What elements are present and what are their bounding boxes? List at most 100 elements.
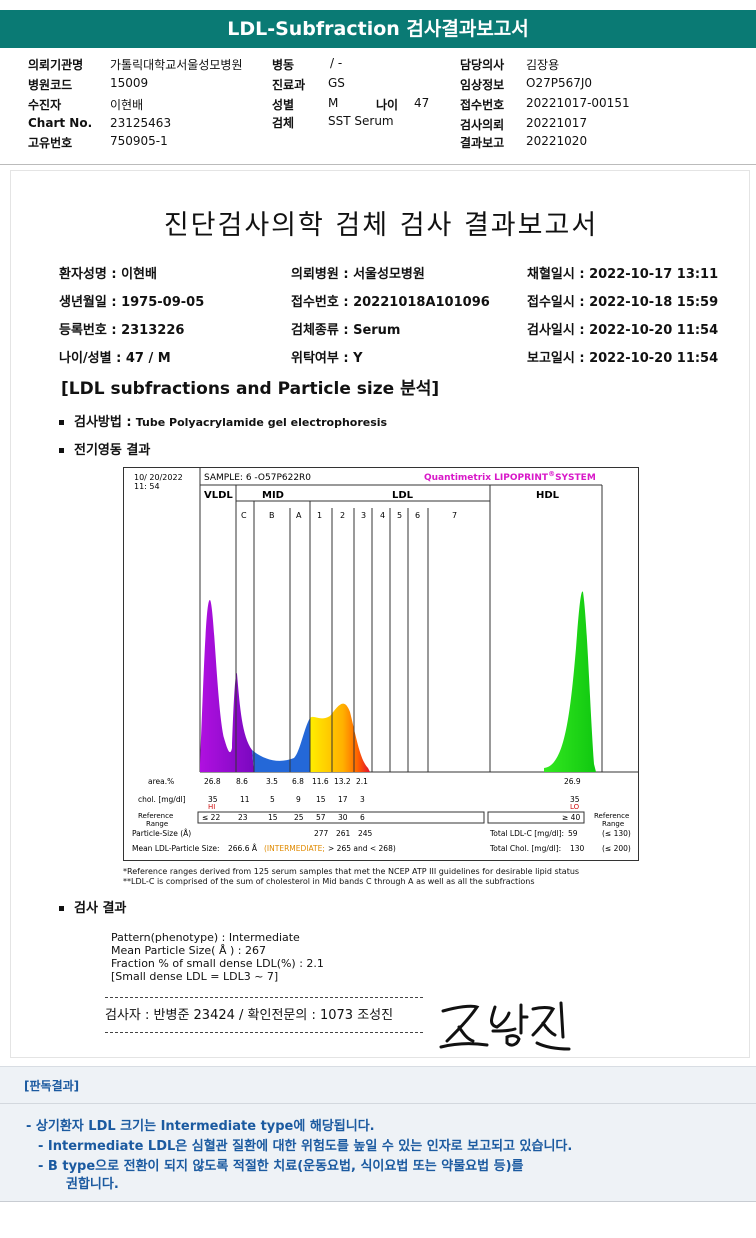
hdr-label: 의뢰기관명 <box>28 58 84 72</box>
interpretation-panel: [판독결과] - 상기환자 LDL 크기는 Intermediate type에… <box>0 1066 756 1202</box>
total-ldl-label: Total LDL-C [mg/dl]: <box>489 829 564 838</box>
hdr-value: 이현배 <box>110 98 144 112</box>
bullet-icon <box>59 420 64 425</box>
hdr-value: 20221020 <box>526 134 588 148</box>
hdr-label: 성별 <box>272 98 295 112</box>
area-value: 26.8 <box>204 777 221 786</box>
total-chol-label: Total Chol. [mg/dl]: <box>489 844 561 853</box>
report-title-bar: LDL-Subfraction 검사결과보고서 <box>0 10 756 48</box>
hdr-value: 15009 <box>110 76 149 90</box>
handwritten-signature <box>439 1001 571 1051</box>
hdr-label: 임상정보 <box>460 78 505 92</box>
ref-value-hdl: ≥ 40 <box>562 813 580 822</box>
patient-info: 위탁여부 : Y <box>291 351 363 366</box>
vldl-peak <box>200 599 254 772</box>
ref-label-left-2: Range <box>146 820 168 828</box>
hdr-label: 병동 <box>272 58 295 72</box>
band-label-1: 1 <box>317 511 322 520</box>
mid-peak <box>252 718 310 772</box>
system-prefix: Quantimetrix LIPOPRINT <box>424 473 549 483</box>
area-value: 8.6 <box>236 777 248 786</box>
hdr-value: 47 <box>414 96 430 110</box>
sig-stroke <box>535 1001 571 1051</box>
sig-stroke <box>519 1003 529 1035</box>
ref-box <box>197 811 485 824</box>
band-label-4: 4 <box>380 511 385 520</box>
row-label-particle: Particle-Size (Å) <box>132 829 191 838</box>
result-item: Mean Particle Size( Å ) : 267 <box>111 944 266 957</box>
hdr-value: 750905-1 <box>110 134 168 148</box>
patient-info: 검체종류 : Serum <box>291 323 401 338</box>
total-chol-ref: (≤ 200) <box>602 844 631 853</box>
hdr-value: SST Serum <box>328 114 394 128</box>
electro-label: 전기영동 결과 <box>74 443 151 458</box>
hdr-label: 병원코드 <box>28 78 73 92</box>
header-divider <box>0 164 756 165</box>
group-label-hdl: HDL <box>536 490 560 501</box>
ref-label-right-2: Range <box>602 820 624 828</box>
bullet-icon <box>59 906 64 911</box>
hdr-label: 검사의뢰 <box>460 118 505 132</box>
chol-value: 5 <box>270 795 275 804</box>
hdr-value: 가톨릭대학교서울성모병원 <box>110 58 243 72</box>
interpretation-heading: [판독결과] <box>24 1079 80 1093</box>
particle-value: 261 <box>336 829 351 838</box>
area-value: 26.9 <box>564 777 581 786</box>
hdl-peak <box>544 591 596 772</box>
interpretation-divider <box>0 1103 756 1104</box>
area-value: 6.8 <box>292 777 304 786</box>
chart-sample: SAMPLE: 6 -O57P622R0 <box>204 473 311 483</box>
hdr-label: 고유번호 <box>28 136 73 150</box>
ref-label-right: Reference <box>594 812 629 820</box>
mean-size-value: 266.6 Å <box>228 844 258 853</box>
sig-stroke <box>505 1034 521 1047</box>
chol-value: 17 <box>338 795 348 804</box>
ref-box-hdl <box>487 811 585 824</box>
section-title: [LDL subfractions and Particle size 분석] <box>61 379 440 399</box>
chol-flag-lo: LO <box>570 803 580 811</box>
band-dividers <box>235 485 429 772</box>
hdr-value: 23125463 <box>110 116 172 130</box>
mean-size-label: Mean LDL-Particle Size: <box>132 844 220 853</box>
band-label-b: B <box>269 511 275 520</box>
total-ldl-ref: (≤ 130) <box>602 829 631 838</box>
hdr-label: 담당의사 <box>460 58 505 72</box>
patient-info: 나이/성별 : 47 / M <box>59 351 171 366</box>
hdr-label: 결과보고 <box>460 136 505 150</box>
band-label-3: 3 <box>361 511 366 520</box>
chol-value: 15 <box>316 795 326 804</box>
system-suffix: SYSTEM <box>555 473 596 483</box>
patient-info: 접수번호 : 20221018A101096 <box>291 295 490 310</box>
band-label-6: 6 <box>415 511 420 520</box>
interpretation-line: - 상기환자 LDL 크기는 Intermediate type에 해당됩니다. <box>26 1119 375 1134</box>
group-label-mid: MID <box>262 490 284 501</box>
area-value: 3.5 <box>266 777 278 786</box>
chol-value: 11 <box>240 795 250 804</box>
electrophoresis-svg: 10/ 20/2022 11: 54 SAMPLE: 6 -O57P622R0 … <box>132 468 638 853</box>
patient-info: 보고일시 : 2022-10-20 11:54 <box>527 351 719 366</box>
bullet-icon <box>59 448 64 453</box>
row-label-area: area.% <box>148 777 174 786</box>
hdr-label: 접수번호 <box>460 98 505 112</box>
chol-value: 35 <box>570 795 580 804</box>
ref-value: 6 <box>360 813 365 822</box>
area-value: 2.1 <box>356 777 368 786</box>
result-line: 검사 결과 <box>59 897 126 916</box>
chol-value: 9 <box>296 795 301 804</box>
patient-info: 생년월일 : 1975-09-05 <box>59 295 205 310</box>
patient-info: 등록번호 : 2313226 <box>59 323 185 338</box>
hdr-label: 수진자 <box>28 98 62 112</box>
system-reg: ® <box>548 470 555 478</box>
hdr-value: / - <box>330 56 343 70</box>
result-item: [Small dense LDL = LDL3 ~ 7] <box>111 970 279 983</box>
total-chol-value: 130 <box>570 844 585 853</box>
mean-size-ref: > 265 and < 268) <box>328 844 396 853</box>
signature-strokes <box>439 1001 571 1051</box>
band-label-c: C <box>241 511 247 520</box>
ldl-peak <box>310 703 370 772</box>
band-label-a: A <box>296 511 302 520</box>
chart-footnotes: *Reference ranges derived from 125 serum… <box>123 867 579 887</box>
hdr-value: O27P567J0 <box>526 76 593 90</box>
ref-value: 57 <box>316 813 326 822</box>
ref-value: ≤ 22 <box>202 813 220 822</box>
